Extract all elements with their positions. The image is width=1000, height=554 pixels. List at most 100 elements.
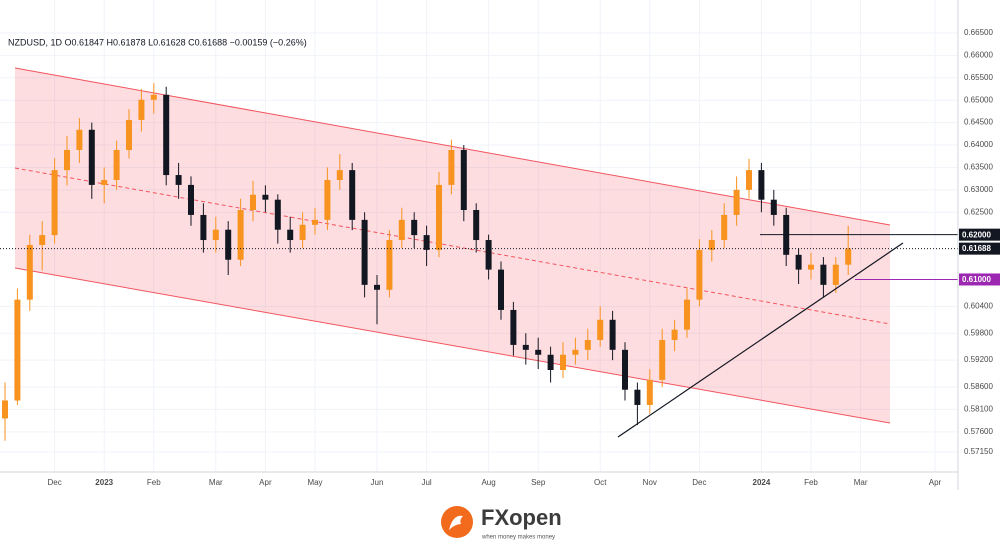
candle-body: [88, 129, 95, 185]
candle-body: [634, 389, 641, 405]
x-tick-label: Mar: [209, 478, 223, 487]
x-tick-label: May: [307, 478, 322, 487]
candle-body: [696, 249, 703, 300]
y-tick-label: 0.64500: [964, 118, 993, 127]
candle-body: [76, 129, 83, 150]
candle-body: [361, 219, 368, 285]
channel-median: [14, 167, 891, 325]
candle-body: [26, 244, 33, 300]
trend-line: [617, 242, 904, 438]
y-tick-label: 0.65500: [964, 73, 993, 82]
candle-body: [460, 149, 467, 211]
candle-body: [212, 229, 219, 241]
candle-body: [622, 349, 628, 390]
candle-body: [287, 229, 294, 241]
candle-body: [498, 269, 504, 310]
candles: [2, 83, 852, 441]
candle-body: [795, 254, 802, 270]
candle-body: [473, 210, 480, 241]
candle-body: [312, 219, 318, 225]
y-tick-label: 0.66500: [964, 28, 993, 37]
candle-body: [522, 344, 529, 350]
candle-body: [535, 349, 542, 355]
candle-body: [299, 224, 306, 241]
x-tick-label: Apr: [929, 478, 942, 487]
candle-body: [671, 329, 678, 340]
candle-body: [758, 170, 765, 200]
candle-body: [708, 240, 715, 250]
candle-body: [659, 339, 666, 380]
candle-body: [237, 210, 244, 260]
candle-body: [609, 319, 616, 350]
candle-body: [138, 99, 145, 120]
candle-body: [584, 339, 591, 350]
x-tick-label: Apr: [259, 478, 272, 487]
candle-body: [324, 179, 331, 220]
price-tag: [959, 242, 1000, 255]
y-tick-label: 0.57600: [964, 427, 993, 436]
price-tag: [959, 228, 1000, 241]
candle-body: [126, 119, 132, 150]
y-tick-label: 0.58600: [964, 382, 993, 391]
candle-body: [547, 354, 554, 370]
x-tick-label: Feb: [147, 478, 161, 487]
candle-body: [163, 94, 170, 176]
y-tick-label: 0.62500: [964, 207, 993, 216]
candle-body: [14, 299, 21, 401]
y-tick-label: 0.66000: [964, 51, 993, 60]
candle-body: [113, 149, 120, 180]
candle-body: [374, 284, 380, 290]
candle-body: [274, 199, 281, 230]
x-tick-label: Feb: [804, 478, 818, 487]
x-tick-label: 2024: [753, 478, 771, 487]
channel-lower: [14, 267, 891, 424]
x-tick-label: 2023: [95, 478, 113, 487]
x-tick-label: Jun: [371, 478, 384, 487]
candle-body: [2, 400, 8, 419]
candle-body: [820, 264, 827, 285]
x-tick-label: Dec: [692, 478, 706, 487]
candle-body: [64, 149, 70, 171]
candle-body: [39, 235, 46, 245]
x-tick-label: Nov: [643, 478, 657, 487]
y-tick-label: 0.59800: [964, 328, 993, 337]
y-tick-label: 0.59200: [964, 355, 993, 364]
y-tick-label: 0.57150: [964, 447, 993, 456]
candle-body: [832, 264, 839, 285]
logo-icon-shape: [449, 515, 463, 530]
grid: [0, 0, 958, 472]
candle-body: [646, 379, 653, 405]
candle-body: [684, 299, 690, 330]
candle-body: [808, 264, 814, 270]
x-tick-label: Sep: [531, 478, 546, 487]
logo-brand: FXopen: [481, 505, 562, 530]
candle-body: [436, 184, 442, 250]
candle-body: [398, 219, 405, 241]
x-tick-label: Dec: [47, 478, 61, 487]
x-tick-label: Jul: [421, 478, 431, 487]
candle-body: [510, 309, 517, 345]
logo: FXopen when money makes money: [441, 505, 562, 541]
candle-body: [250, 194, 256, 211]
candle-body: [733, 189, 740, 215]
x-tick-label: Oct: [594, 478, 607, 487]
candle-body: [386, 240, 393, 290]
y-tick-label: 0.63500: [964, 163, 993, 172]
candle-body: [845, 248, 852, 265]
candle-body: [262, 194, 269, 200]
candle-body: [721, 214, 728, 241]
candle-body: [349, 170, 356, 220]
candle-body: [572, 349, 579, 355]
candle-body: [770, 199, 777, 215]
candle-body: [188, 184, 194, 215]
candle-body: [485, 240, 492, 270]
axes: 0.66500 0.66000 0.65500 0.65000 0.64500 0.640…: [47, 28, 993, 487]
chart-title: NZDUSD, 1D O0.61847 H0.61878 L0.61628 C0…: [8, 37, 307, 47]
candle-body: [411, 219, 418, 236]
y-tick-label: 0.64000: [964, 140, 993, 149]
y-tick-label: 0.60400: [964, 301, 993, 310]
x-tick-label: Aug: [481, 478, 495, 487]
y-tick-label: 0.58100: [964, 405, 993, 414]
